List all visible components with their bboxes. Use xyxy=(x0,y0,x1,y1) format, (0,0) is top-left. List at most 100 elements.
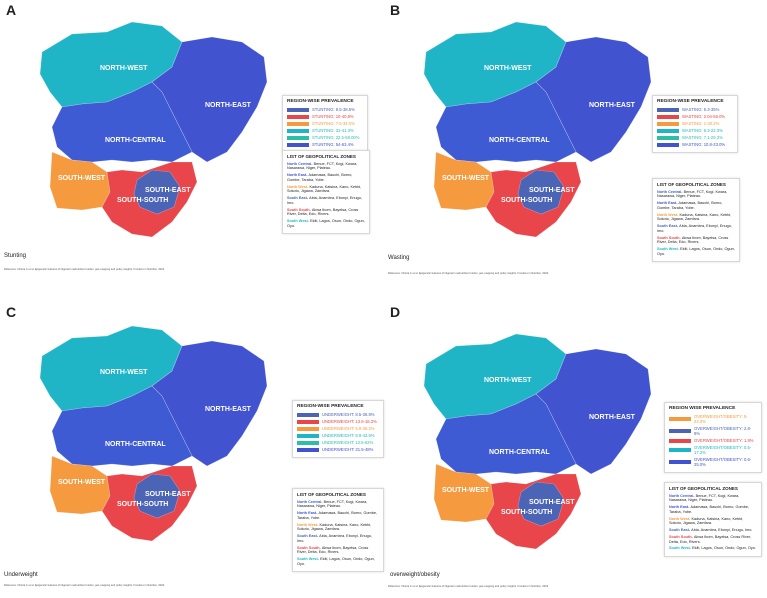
zone-label-ne: NORTH-EAST xyxy=(589,414,636,421)
panel-b: B NORTH-WEST NORTH-EAST NORTH-CENTRAL SO… xyxy=(384,0,767,296)
geo-list-item: South East- Abia, Anambra, Ebonyi, Enugu… xyxy=(669,528,757,533)
legend-swatch xyxy=(297,433,319,438)
legend-item: OVERWEIGHT/OBESITY: 0.5-17.2% xyxy=(669,445,757,455)
geo-zone-head: North West- xyxy=(657,212,680,217)
zone-label-sw: SOUTH-WEST xyxy=(442,487,490,494)
zone-label-ne: NORTH-EAST xyxy=(205,102,252,109)
legend-title: REGION WISE PREVALENCE xyxy=(669,406,736,411)
legend-text: OVERWEIGHT/OBESITY: 5-23.3% xyxy=(694,414,748,424)
legend-item: WASTING: 6.3-22.3% xyxy=(657,128,733,133)
geo-list-item: North Central- Benue, FCT, Kogi, Kwara, … xyxy=(669,494,757,503)
legend-text: STUNTING: 10-40.8% xyxy=(312,114,354,119)
legend-swatch xyxy=(297,426,319,431)
geo-zone-states: Kaduna, Katsina, Kano, Kebbi, Sokoto, Ji… xyxy=(297,522,372,532)
legend-text: UNDERWEIGHT: 13.6-18.3% xyxy=(322,419,377,424)
zone-north-central[interactable] xyxy=(51,81,193,163)
zone-south-east[interactable] xyxy=(517,169,565,215)
caption: overweight/obesity xyxy=(390,572,440,578)
legend-swatch xyxy=(669,448,691,452)
geo-zone-head: South East- xyxy=(297,534,320,539)
geo-zone-states: Akwa Ibom, Bayelsa, Cross River, Delta, … xyxy=(669,534,752,544)
zone-label-nc: NORTH-CENTRAL xyxy=(489,137,550,144)
legend-item: UNDERWEIGHT: 13.6-18.3% xyxy=(297,419,379,424)
zone-south-east[interactable] xyxy=(133,473,181,519)
geo-zone-states: Ekiti, Lagos, Osun, Ondo, Ogun, Oyo. xyxy=(287,218,365,228)
zone-label-sw: SOUTH-WEST xyxy=(58,175,106,182)
geo-list-item: North Central- Benue, FCT, Kogi, Kwara, … xyxy=(297,500,379,509)
legend-swatch xyxy=(657,114,679,119)
zone-label-nc: NORTH-CENTRAL xyxy=(105,137,166,144)
legend-item: OVERWEIGHT/OBESITY: 0.6-25.0% xyxy=(669,457,757,467)
geo-zone-states: Benue, FCT, Kogi, Kwara, Nasarawa, Niger… xyxy=(297,499,368,509)
geo-list-item: North East- Adamawa, Bauchi, Borno, Gomb… xyxy=(657,201,735,210)
zone-north-central[interactable] xyxy=(435,81,577,163)
zone-label-se: SOUTH-EAST xyxy=(529,187,575,194)
geo-zone-states: Adamawa, Bauchi, Borno, Gombe, Taraba, Y… xyxy=(669,505,749,514)
legend-swatch xyxy=(657,142,679,147)
panel-label: D xyxy=(390,304,401,320)
legend-text: OVERWEIGHT/OBESITY: 0.6-25.0% xyxy=(694,457,752,467)
legend-swatch xyxy=(287,135,309,140)
geo-zone-states: Adamawa, Bauchi, Borno, Gombe, Taraba, Y… xyxy=(297,511,377,520)
zone-label-nw: NORTH-WEST xyxy=(484,65,532,72)
zone-south-east[interactable] xyxy=(133,169,181,215)
legend-swatch xyxy=(669,417,691,421)
legend-item: STUNTING: 31-41.3% xyxy=(287,128,363,133)
geo-list-item: South West- Ekiti, Lagos, Osun, Ondo, Og… xyxy=(287,219,365,228)
legend-text: WASTING: 6.3-22.3% xyxy=(682,128,723,133)
geo-zone-head: North Central- xyxy=(657,189,684,194)
geo-list-item: South South- Akwa Ibom, Bayelsa, Cross R… xyxy=(297,546,379,555)
geo-zone-states: Abia, Anambra, Ebonyi, Enugu, Imo. xyxy=(297,534,372,543)
legend-swatch xyxy=(297,419,319,424)
zone-north-central[interactable] xyxy=(51,385,193,467)
zone-label-ne: NORTH-EAST xyxy=(589,102,636,109)
geo-zone-head: North West- xyxy=(287,184,310,189)
geo-list-title: LIST OF GEOPOLITICAL ZONES xyxy=(297,492,366,497)
legend-swatch xyxy=(287,128,309,133)
geo-list-title: LIST OF GEOPOLITICAL ZONES xyxy=(669,486,738,491)
legend-text: WASTING: 7.1-29.3% xyxy=(682,135,723,140)
zone-north-central[interactable] xyxy=(435,393,577,475)
geo-list-item: North West- Kaduna, Katsina, Kano, Kebbi… xyxy=(669,517,757,526)
legend-swatch xyxy=(669,429,691,433)
legend-swatch xyxy=(297,440,319,445)
legend-swatch xyxy=(287,114,309,119)
legend: REGION-WISE PREVALENCE UNDERWEIGHT: 8.5-… xyxy=(292,400,384,458)
legend-swatch xyxy=(657,135,679,140)
geo-zone-head: North East- xyxy=(297,511,319,516)
geo-list-item: South East- Abia, Anambra, Ebonyi, Enugu… xyxy=(657,224,735,233)
zone-label-nw: NORTH-WEST xyxy=(100,65,148,72)
geo-zone-head: South East- xyxy=(657,224,680,229)
zone-label-sw: SOUTH-WEST xyxy=(58,479,106,486)
geo-zone-head: North Central- xyxy=(297,499,324,504)
geo-zone-states: Akwa Ibom, Bayelsa, Cross River, Delta, … xyxy=(287,207,359,217)
legend-swatch xyxy=(669,438,691,443)
caption: Underweight xyxy=(4,572,38,578)
legend-title: REGION-WISE PREVALENCE xyxy=(297,404,364,409)
legend-item: UNDERWEIGHT: 12.5-62% xyxy=(297,440,379,445)
geo-zone-states: Ekiti, Lagos, Osun, Ondo, Ogun, Oyo. xyxy=(297,556,375,566)
geo-zone-states: Benue, FCT, Kogi, Kwara, Nasarawa, Niger… xyxy=(287,161,358,171)
geo-list-item: North East- Adamawa, Bauchi, Borno, Gomb… xyxy=(297,511,379,520)
zone-south-east[interactable] xyxy=(517,481,565,527)
legend-swatch xyxy=(297,447,319,452)
legend-title: REGION-WISE PREVALENCE xyxy=(657,99,724,104)
legend-text: WASTING: 2.04-56.0% xyxy=(682,114,726,119)
legend-item: OVERWEIGHT/OBESITY: 2.8-9% xyxy=(669,426,757,436)
geo-zone-head: South South- xyxy=(669,534,694,539)
geo-zone-head: North Central- xyxy=(287,161,314,166)
geo-zone-states: Akwa Ibom, Bayelsa, Cross River, Delta, … xyxy=(657,235,729,245)
geo-list-item: South East- Abia, Anambra, Ebonyi, Enugu… xyxy=(287,196,365,205)
geo-zone-head: South West- xyxy=(297,556,321,561)
legend-list: STUNTING: 9.5-38.5% STUNTING: 10-40.8% STU… xyxy=(287,107,363,147)
geo-zone-list: LIST OF GEOPOLITICAL ZONES North Central-… xyxy=(652,178,740,263)
legend-swatch xyxy=(287,107,309,112)
geo-zone-states: Benue, FCT, Kogi, Kwara, Nasarawa, Niger… xyxy=(657,189,728,199)
nigeria-map: NORTH-WEST NORTH-EAST NORTH-CENTRAL SOUT… xyxy=(423,333,652,550)
panel-label: C xyxy=(6,304,17,320)
zone-label-se: SOUTH-EAST xyxy=(529,499,575,506)
geo-zone-head: North East- xyxy=(669,505,691,510)
geo-list-item: North West- Kaduna, Katsina, Kano, Kebbi… xyxy=(287,185,365,194)
legend-list: OVERWEIGHT/OBESITY: 5-23.3% OVERWEIGHT/OB… xyxy=(669,414,757,467)
zone-label-ss: SOUTH-SOUTH xyxy=(501,509,552,516)
